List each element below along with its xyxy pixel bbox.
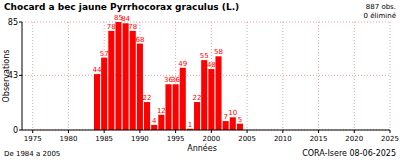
bar	[208, 69, 214, 130]
title: Chocard a bec jaune Pyrrhocorax graculus…	[4, 2, 239, 12]
tick-label: 85	[8, 18, 18, 27]
grid-line	[318, 22, 319, 130]
data-label: 68	[135, 36, 144, 44]
data-label: 78	[107, 23, 116, 31]
tick-label: 1995	[167, 135, 185, 143]
bar	[115, 22, 121, 130]
data-label: 5	[238, 116, 242, 124]
tick-label: 2005	[238, 135, 256, 143]
bar	[108, 31, 114, 130]
grid-line	[22, 22, 390, 23]
grid-line	[354, 22, 355, 130]
data-label: 1	[188, 121, 192, 129]
data-label: 10	[228, 109, 237, 117]
data-label: 48	[207, 61, 216, 69]
bar	[180, 68, 186, 130]
grid-line	[247, 22, 248, 130]
bar	[101, 58, 107, 130]
data-label: 58	[214, 48, 223, 56]
tick-label: 2000	[202, 135, 220, 143]
data-label: 44	[93, 66, 102, 74]
x-label: Années	[187, 143, 217, 153]
bar	[230, 117, 236, 130]
tick-label: 43	[8, 71, 18, 80]
grid-line	[22, 130, 390, 131]
grid-line	[68, 22, 69, 130]
bar	[151, 125, 157, 130]
subtitle: 887 obs.	[366, 3, 396, 11]
bar	[94, 74, 100, 130]
grid-line	[282, 22, 283, 130]
bar	[130, 31, 136, 130]
data-label: 55	[200, 52, 209, 60]
annotation: 0 éliminé	[364, 12, 396, 20]
x-axis	[22, 130, 390, 131]
data-label: 36	[171, 76, 180, 84]
annotation: De 1984 a 2005	[4, 150, 60, 158]
bar	[165, 84, 171, 130]
bar	[137, 44, 143, 130]
data-label: 22	[193, 94, 202, 102]
data-label: 49	[178, 60, 187, 68]
tick-label: 2020	[345, 135, 363, 143]
bar	[144, 102, 150, 130]
grid-line	[32, 22, 33, 130]
data-label: 12	[157, 107, 166, 115]
bar	[237, 124, 243, 130]
data-label: 4	[152, 117, 157, 125]
chart: Chocard a bec jaune Pyrrhocorax graculus…	[0, 0, 400, 160]
bar	[158, 115, 164, 130]
bar	[173, 84, 179, 130]
bar	[201, 60, 207, 130]
tick-label: 2010	[274, 135, 292, 143]
tick-label: 2015	[310, 135, 328, 143]
data-label: 22	[143, 94, 152, 102]
grid-line	[390, 22, 391, 130]
tick-label: 1990	[131, 135, 149, 143]
bar	[194, 102, 200, 130]
tick-label: 1975	[24, 135, 42, 143]
bar	[223, 121, 229, 130]
bar	[123, 23, 129, 130]
bar	[215, 56, 221, 130]
tick-label: 1980	[60, 135, 78, 143]
y-axis	[22, 22, 23, 130]
tick-label: 0	[13, 126, 18, 135]
data-label: 7	[223, 113, 227, 121]
data-label: 57	[100, 50, 109, 58]
bars	[94, 22, 243, 130]
tick-label: 1985	[95, 135, 113, 143]
data-label: 78	[128, 23, 137, 31]
annotation: CORA-Isere 08-06-2025	[302, 149, 396, 158]
tick-label: 2025	[381, 135, 399, 143]
